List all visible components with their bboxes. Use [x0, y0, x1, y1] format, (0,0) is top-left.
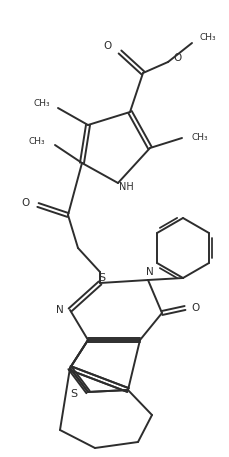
Text: S: S: [71, 389, 78, 399]
Text: O: O: [191, 303, 199, 313]
Text: NH: NH: [119, 182, 133, 192]
Text: CH₃: CH₃: [200, 33, 217, 43]
Text: N: N: [146, 267, 154, 277]
Text: O: O: [22, 198, 30, 208]
Text: N: N: [56, 305, 64, 315]
Text: S: S: [98, 273, 106, 283]
Text: CH₃: CH₃: [28, 138, 45, 147]
Text: O: O: [173, 53, 181, 63]
Text: CH₃: CH₃: [192, 133, 209, 143]
Text: CH₃: CH₃: [33, 99, 50, 107]
Text: O: O: [104, 41, 112, 51]
